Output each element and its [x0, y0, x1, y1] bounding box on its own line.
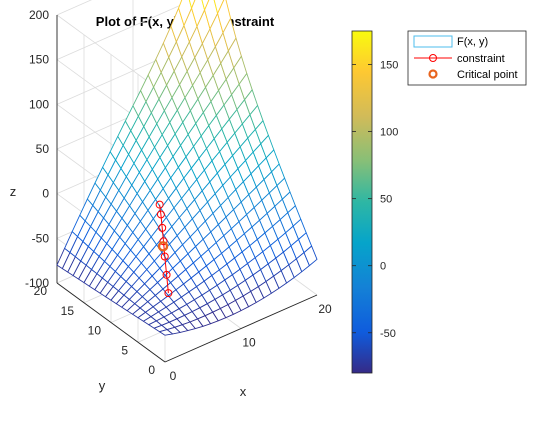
colorbar — [351, 30, 373, 374]
z-tick-label: 50 — [36, 142, 50, 156]
axis-line — [164, 294, 318, 363]
surface-cell — [188, 0, 196, 9]
critical-point-marker — [157, 241, 169, 252]
legend-constraint-marker-icon — [429, 54, 437, 62]
z-tick-label: 200 — [29, 8, 49, 22]
y-tick-label: 0 — [148, 363, 155, 377]
y-tick-label: 15 — [61, 304, 75, 318]
legend-entry-surface: F(x, y) — [457, 36, 488, 48]
y-tick-labels: 0 5 10 15 20 — [34, 284, 156, 377]
y-tick-label: 5 — [121, 343, 128, 357]
constraint-marker — [162, 270, 171, 279]
y-tick-label: 20 — [34, 284, 48, 298]
colorbar-tick-label: 50 — [380, 194, 392, 206]
colorbar-tick-label: -50 — [380, 328, 396, 340]
grid-line — [56, 0, 93, 16]
surface-cell — [201, 0, 210, 11]
y-tick-label: 10 — [88, 324, 102, 338]
axis-line — [56, 282, 166, 363]
constraint-marker — [158, 223, 167, 232]
surface-cell — [303, 245, 318, 267]
colorbar-tick-labels: -50 0 50 100 150 — [352, 60, 398, 340]
surface-mesh — [56, 0, 318, 336]
legend-entry-critical: Critical point — [457, 69, 518, 81]
constraint-marker — [159, 237, 168, 246]
z-tick-label: 150 — [29, 53, 49, 67]
legend-entry-constraint: constraint — [457, 53, 505, 65]
colorbar-tick-label: 150 — [380, 60, 398, 72]
x-tick-label: 20 — [318, 302, 332, 316]
z-tick-label: -50 — [32, 231, 50, 245]
z-tick-label: 0 — [42, 187, 49, 201]
constraint-marker — [156, 210, 165, 219]
legend-critical-marker-icon — [428, 69, 438, 79]
z-tick-label: -100 — [25, 276, 49, 290]
constraint-marker — [155, 200, 164, 209]
constraint-marker — [160, 252, 169, 261]
critical-point-series — [157, 241, 169, 252]
x-tick-label: 0 — [170, 369, 177, 383]
legend-surface-swatch-icon — [413, 35, 453, 48]
z-tick-labels: -100 -50 0 50 100 150 200 — [25, 8, 49, 290]
colorbar-tick-label: 0 — [380, 261, 386, 273]
constraint-marker — [164, 289, 173, 298]
x-axis-label: x — [240, 384, 247, 399]
z-axis-label: z — [10, 184, 17, 199]
x-tick-label: 10 — [242, 336, 256, 350]
z-tick-label: 100 — [29, 97, 49, 111]
x-tick-labels: 0 10 20 — [170, 302, 332, 383]
colorbar-tick-label: 100 — [380, 127, 398, 139]
y-axis-label: y — [99, 378, 106, 393]
legend: F(x, y) constraint Critical point — [407, 30, 527, 86]
